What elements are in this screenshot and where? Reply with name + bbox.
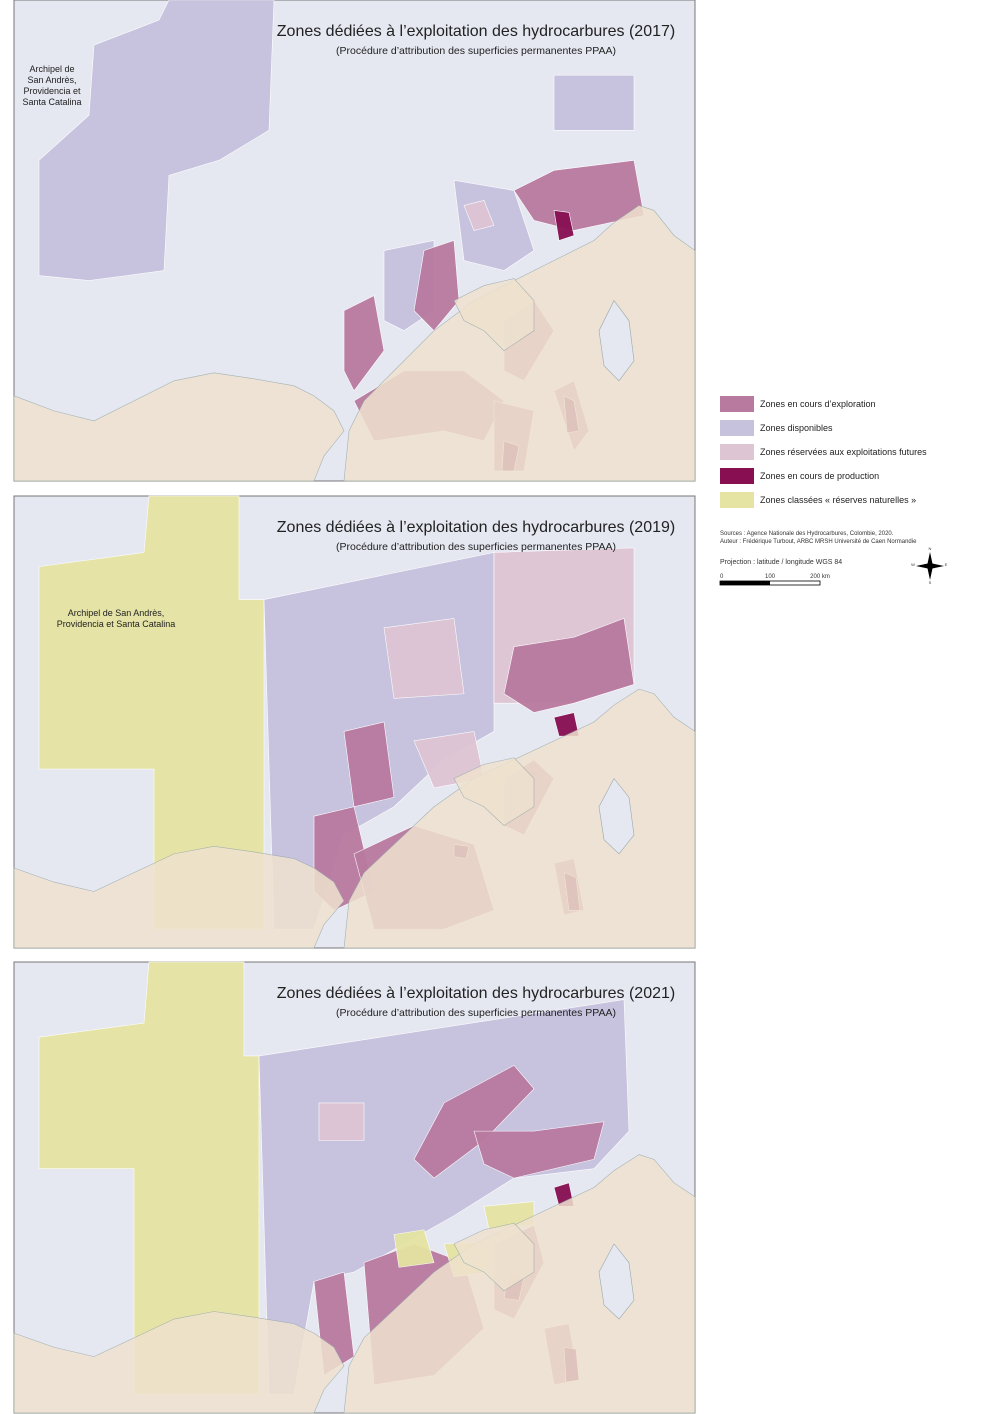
legend-swatch (720, 444, 754, 460)
scale-bar-fill (720, 581, 770, 585)
map-title: Zones dédiées à l’exploitation des hydro… (277, 23, 675, 40)
zone (503, 618, 635, 713)
place-label: Santa Catalina (22, 97, 81, 107)
scale-label: 0 (720, 574, 724, 580)
legend-swatch (720, 396, 754, 412)
compass (916, 563, 944, 569)
land (453, 278, 535, 352)
map-body (13, 495, 696, 949)
legend-label: Zones en cours de production (760, 471, 879, 481)
author: Auteur : Frédérique Turbout, ARBC MRSH U… (720, 539, 917, 545)
land (343, 688, 696, 949)
projection: Projection : latitude / longitude WGS 84 (720, 559, 842, 566)
place-label: Archipel de San Andrès, (68, 608, 165, 618)
map-subtitle: (Procédure d’attribution des superficies… (336, 1007, 616, 1019)
map-body (13, 961, 696, 1414)
scale-label: 200 km (810, 574, 830, 580)
zone (473, 1121, 605, 1179)
legend-label: Zones réservées aux exploitations future… (760, 447, 927, 457)
map-title: Zones dédiées à l’exploitation des hydro… (277, 985, 675, 1002)
zone (553, 210, 575, 241)
scale-label: 100 (765, 574, 776, 580)
place-label: Providencia et Santa Catalina (57, 619, 176, 629)
place-label: San Andrès, (27, 75, 76, 85)
land (13, 1311, 345, 1414)
zone (343, 295, 385, 392)
map-title: Zones dédiées à l’exploitation des hydro… (277, 519, 675, 536)
land (453, 757, 535, 826)
zone (38, 0, 275, 281)
zone (553, 74, 635, 131)
legend-swatch (720, 492, 754, 508)
zone (463, 200, 495, 231)
legend-label: Zones classées « réserves naturelles » (760, 495, 916, 505)
legend: Zones en cours d’exploration Zones dispon… (719, 396, 948, 586)
land (13, 846, 345, 949)
sources: Sources : Agence Nationale des Hydrocarb… (720, 531, 894, 537)
land (13, 372, 345, 482)
map-panel: Zones dédiées à l’exploitation des hydro… (13, 0, 696, 482)
legend-label: Zones en cours d’exploration (760, 399, 876, 409)
zone (343, 721, 395, 808)
map-subtitle: (Procédure d’attribution des superficies… (336, 541, 616, 553)
legend-swatch (720, 468, 754, 484)
lake (598, 1243, 635, 1320)
place-label: Providencia et (23, 86, 81, 96)
compass-letter: N (929, 546, 932, 551)
legend-swatch (720, 420, 754, 436)
zone (393, 1229, 435, 1268)
place-label: Archipel de (29, 64, 74, 74)
lake (598, 777, 635, 855)
land (453, 1222, 535, 1292)
zone (413, 240, 460, 332)
map-panel: Zones dédiées à l’exploitation des hydro… (13, 495, 696, 949)
map-panel: Zones dédiées à l’exploitation des hydro… (13, 961, 696, 1414)
compass-letter: W (911, 562, 915, 567)
zone (383, 618, 465, 699)
lake (598, 300, 635, 382)
land (343, 205, 696, 482)
legend-label: Zones disponibles (760, 423, 833, 433)
map-subtitle: (Procédure d’attribution des superficies… (336, 45, 616, 57)
map-body (13, 0, 696, 482)
land (343, 1154, 696, 1414)
zone (318, 1102, 365, 1141)
compass-letter: S (929, 580, 932, 585)
compass-letter: E (945, 562, 948, 567)
